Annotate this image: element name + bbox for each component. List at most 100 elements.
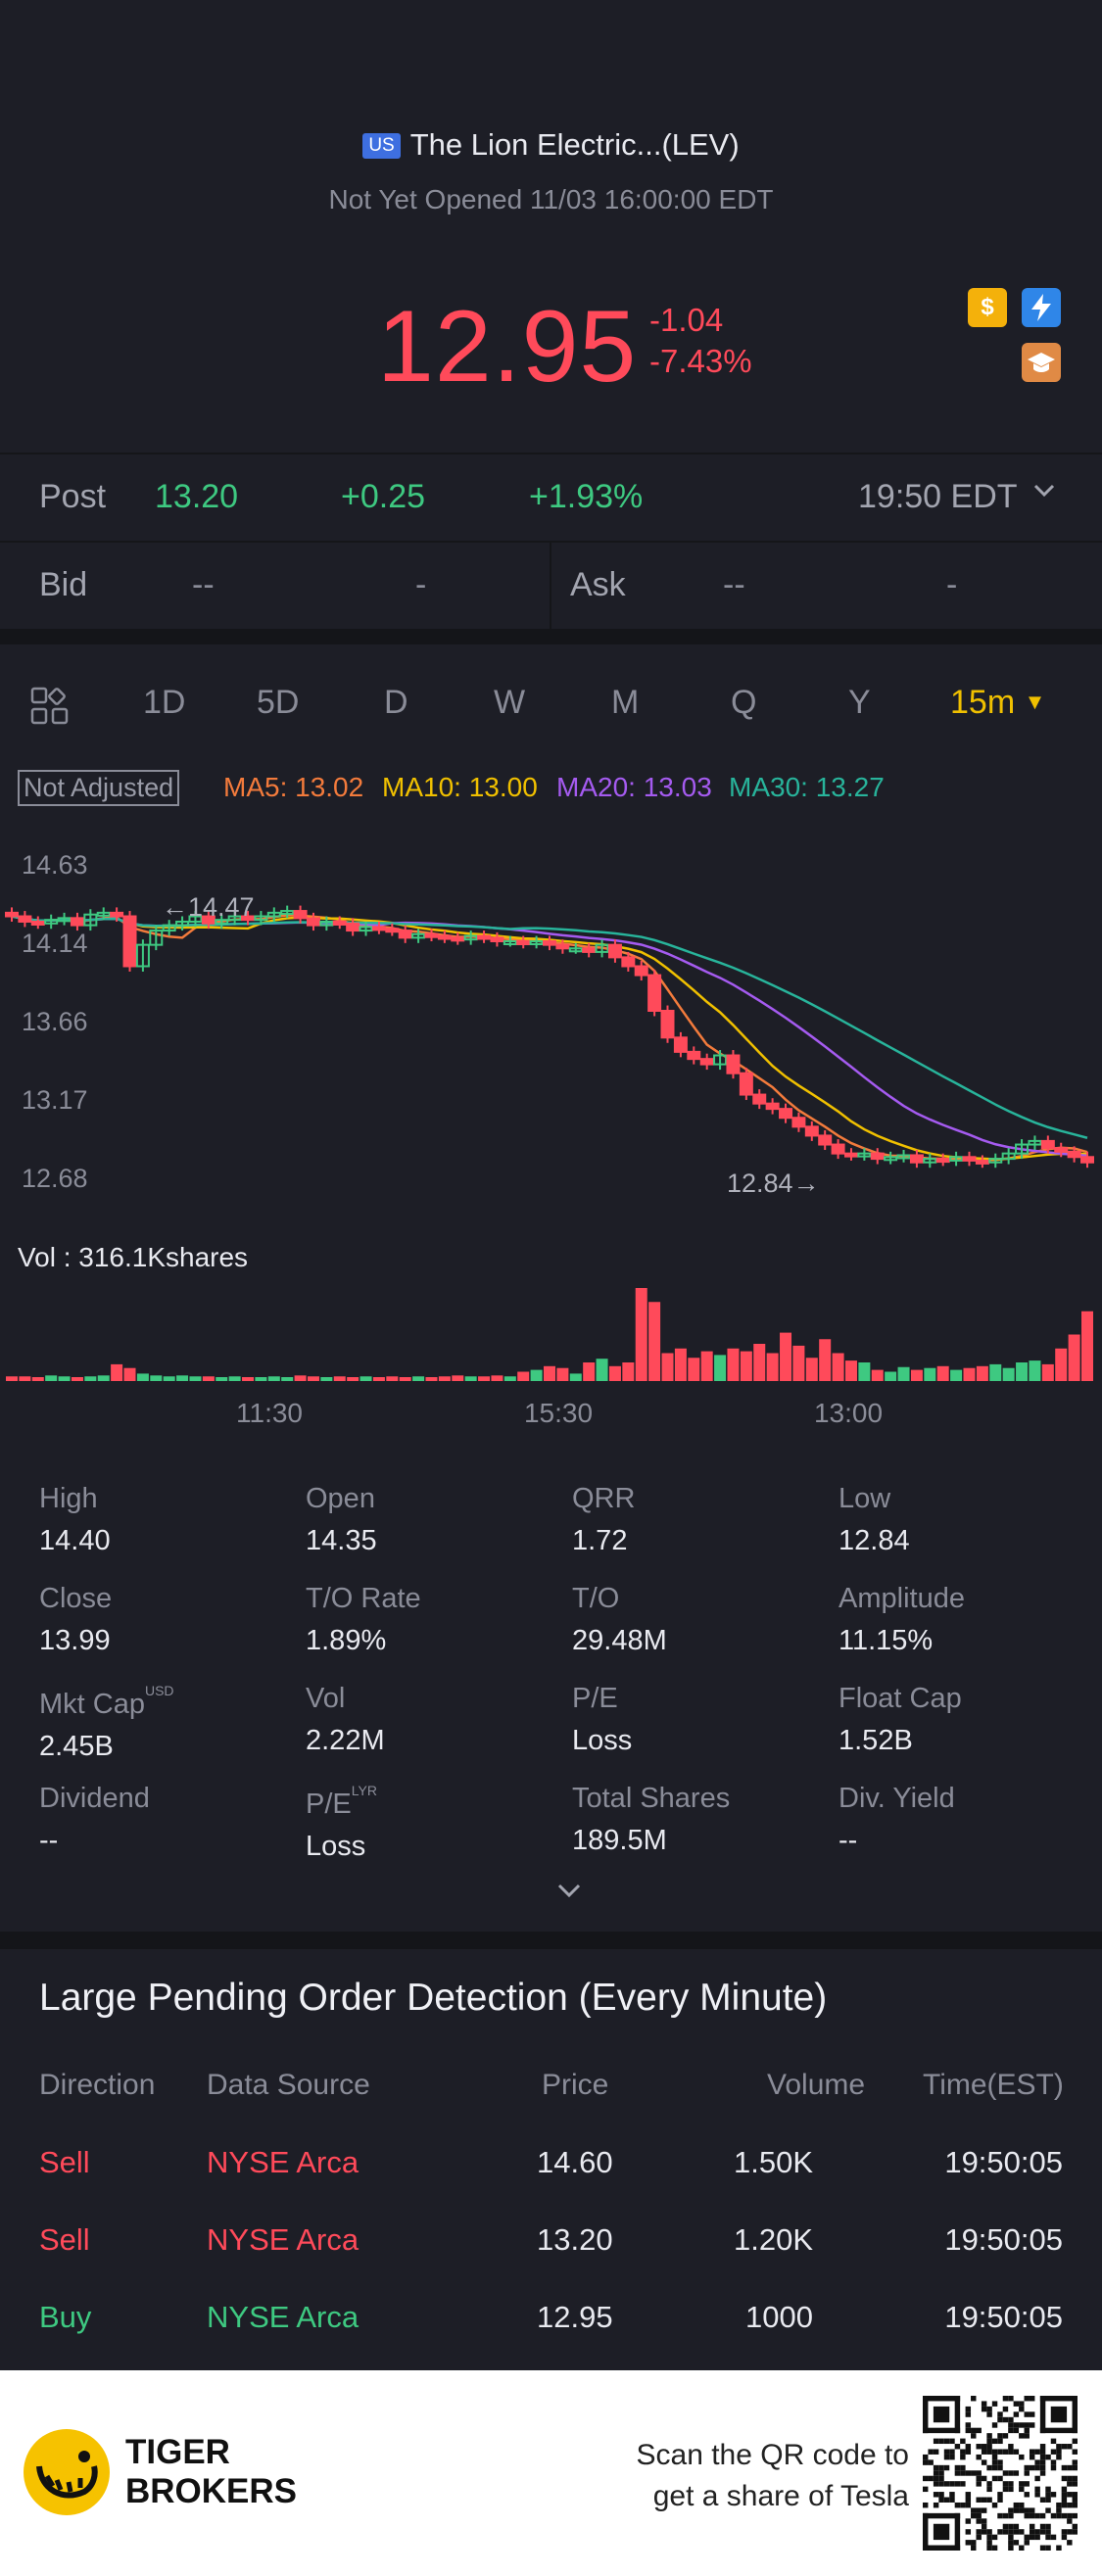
stat-value: 14.35 xyxy=(306,1525,377,1556)
volume-bar xyxy=(780,1332,792,1381)
volume-bar xyxy=(19,1376,31,1381)
volume-bar xyxy=(176,1375,189,1381)
candle-body xyxy=(266,911,281,918)
ma30-line xyxy=(11,915,1088,1139)
candle-body xyxy=(923,1158,937,1164)
stat-label: Dividend xyxy=(39,1783,150,1814)
stat-label: P/E xyxy=(572,1683,618,1714)
y-tick-label: 13.66 xyxy=(22,1007,88,1036)
dollar-icon[interactable]: $ xyxy=(968,288,1007,327)
volume-bar xyxy=(189,1376,202,1381)
ask-price: -- xyxy=(723,566,745,603)
order-time: 19:50:05 xyxy=(944,2222,1063,2257)
candle-body xyxy=(83,913,98,927)
volume-bar xyxy=(386,1376,399,1381)
candle-body xyxy=(424,932,439,938)
candle-body xyxy=(451,936,465,942)
candle-body xyxy=(398,930,412,939)
tab-q[interactable]: Q xyxy=(731,684,757,721)
stat-value: 1.72 xyxy=(572,1525,628,1556)
order-direction: Buy xyxy=(39,2300,92,2334)
stat-value: Loss xyxy=(572,1725,633,1756)
volume-bar xyxy=(530,1369,543,1381)
tab-y[interactable]: Y xyxy=(848,684,871,721)
brand-name: TIGER BROKERS xyxy=(125,2433,297,2511)
volume-bar xyxy=(950,1369,963,1381)
stat-5: T/O Rate 1.89% xyxy=(306,1583,560,1657)
volume-bar xyxy=(359,1376,372,1381)
volume-bar xyxy=(924,1367,936,1381)
volume-bar xyxy=(478,1376,491,1381)
y-tick-label: 14.63 xyxy=(22,850,88,880)
candle-body xyxy=(175,920,190,927)
candle-body xyxy=(660,1010,675,1039)
candle-body xyxy=(831,1143,845,1155)
stats-grid: High 14.40 Open 14.35 QRR 1.72 Low 12.84 Close 13… xyxy=(0,1469,1102,1930)
stat-value: 2.45B xyxy=(39,1731,114,1762)
stat-9: Vol 2.22M xyxy=(306,1683,560,1757)
candle-body xyxy=(1028,1139,1042,1146)
tab-15m[interactable]: 15m ▼ xyxy=(950,684,1045,722)
candle-body xyxy=(1015,1143,1030,1155)
volume-bar xyxy=(544,1365,555,1381)
chart-layout-icon[interactable] xyxy=(29,686,71,736)
candle-body xyxy=(699,1058,714,1066)
candle-body xyxy=(582,947,597,953)
candle-body xyxy=(543,940,556,946)
volume-bar xyxy=(45,1375,58,1381)
stock-title[interactable]: US The Lion Electric...(LEV) xyxy=(0,127,1102,163)
volume-bar xyxy=(858,1362,871,1381)
candlestick-chart[interactable]: 14.63 14.14 13.66 13.17 12.68 ←14.47 12.84→ Vo… xyxy=(0,833,1102,1450)
order-volume: 1000 xyxy=(745,2300,813,2334)
stat-label: Close xyxy=(39,1583,113,1614)
stat-6: T/O 29.48M xyxy=(572,1583,827,1657)
x-tick-label: 11:30 xyxy=(236,1398,303,1428)
volume-bar xyxy=(635,1288,647,1381)
education-icon[interactable] xyxy=(1022,343,1061,382)
volume-bar xyxy=(333,1376,346,1381)
stat-label: Open xyxy=(306,1483,375,1514)
candle-body xyxy=(254,915,268,922)
volume-bar xyxy=(163,1376,175,1381)
chevron-down-icon[interactable] xyxy=(1030,474,1058,512)
candle-body xyxy=(149,930,164,946)
candle-body xyxy=(1054,1147,1069,1153)
lightning-icon[interactable] xyxy=(1022,288,1061,327)
stat-value: 12.84 xyxy=(838,1525,910,1556)
tab-1d[interactable]: 1D xyxy=(143,684,186,721)
expand-chevron-icon[interactable] xyxy=(554,1879,584,1907)
candle-body xyxy=(896,1154,911,1160)
large-order-detection: Large Pending Order Detection (Every Min… xyxy=(0,1949,1102,2370)
adjust-toggle[interactable]: Not Adjusted xyxy=(18,770,180,806)
candle-body xyxy=(1067,1150,1081,1159)
price-change: -1.04 -7.43% xyxy=(649,300,752,382)
candle-body xyxy=(516,940,531,945)
candle-body xyxy=(306,917,320,927)
stat-13: P/ELYR Loss xyxy=(306,1783,560,1863)
qr-code[interactable] xyxy=(923,2396,1078,2551)
tab-5d[interactable]: 5D xyxy=(257,684,300,721)
post-market-row[interactable]: Post 13.20 +0.25 +1.93% 19:50 EDT xyxy=(0,453,1102,539)
stat-label: Amplitude xyxy=(838,1583,965,1614)
candle-body xyxy=(1040,1139,1055,1150)
tab-d[interactable]: D xyxy=(384,684,408,721)
tab-w[interactable]: W xyxy=(494,684,526,721)
x-tick-label: 15:30 xyxy=(524,1398,593,1428)
volume-bar xyxy=(267,1376,280,1381)
volume-bar xyxy=(805,1358,818,1381)
volume-bar xyxy=(674,1348,687,1381)
scan-line-2: get a share of Tesla xyxy=(652,2480,909,2512)
candle-body xyxy=(726,1054,741,1074)
volume-bar xyxy=(452,1375,464,1381)
tab-m[interactable]: M xyxy=(611,684,640,721)
stat-7: Amplitude 11.15% xyxy=(838,1583,1093,1657)
chart-canvas: 14.63 14.14 13.66 13.17 12.68 ←14.47 12.84→ Vo… xyxy=(5,850,1094,1428)
candle-body xyxy=(188,915,203,923)
post-label: Post xyxy=(39,478,107,515)
volume-bar xyxy=(503,1376,516,1381)
candle-body xyxy=(30,920,45,926)
stat-3: Low 12.84 xyxy=(838,1483,1093,1557)
stat-1: Open 14.35 xyxy=(306,1483,560,1557)
post-time: 19:50 EDT xyxy=(858,478,1018,515)
candle-body xyxy=(555,943,570,950)
